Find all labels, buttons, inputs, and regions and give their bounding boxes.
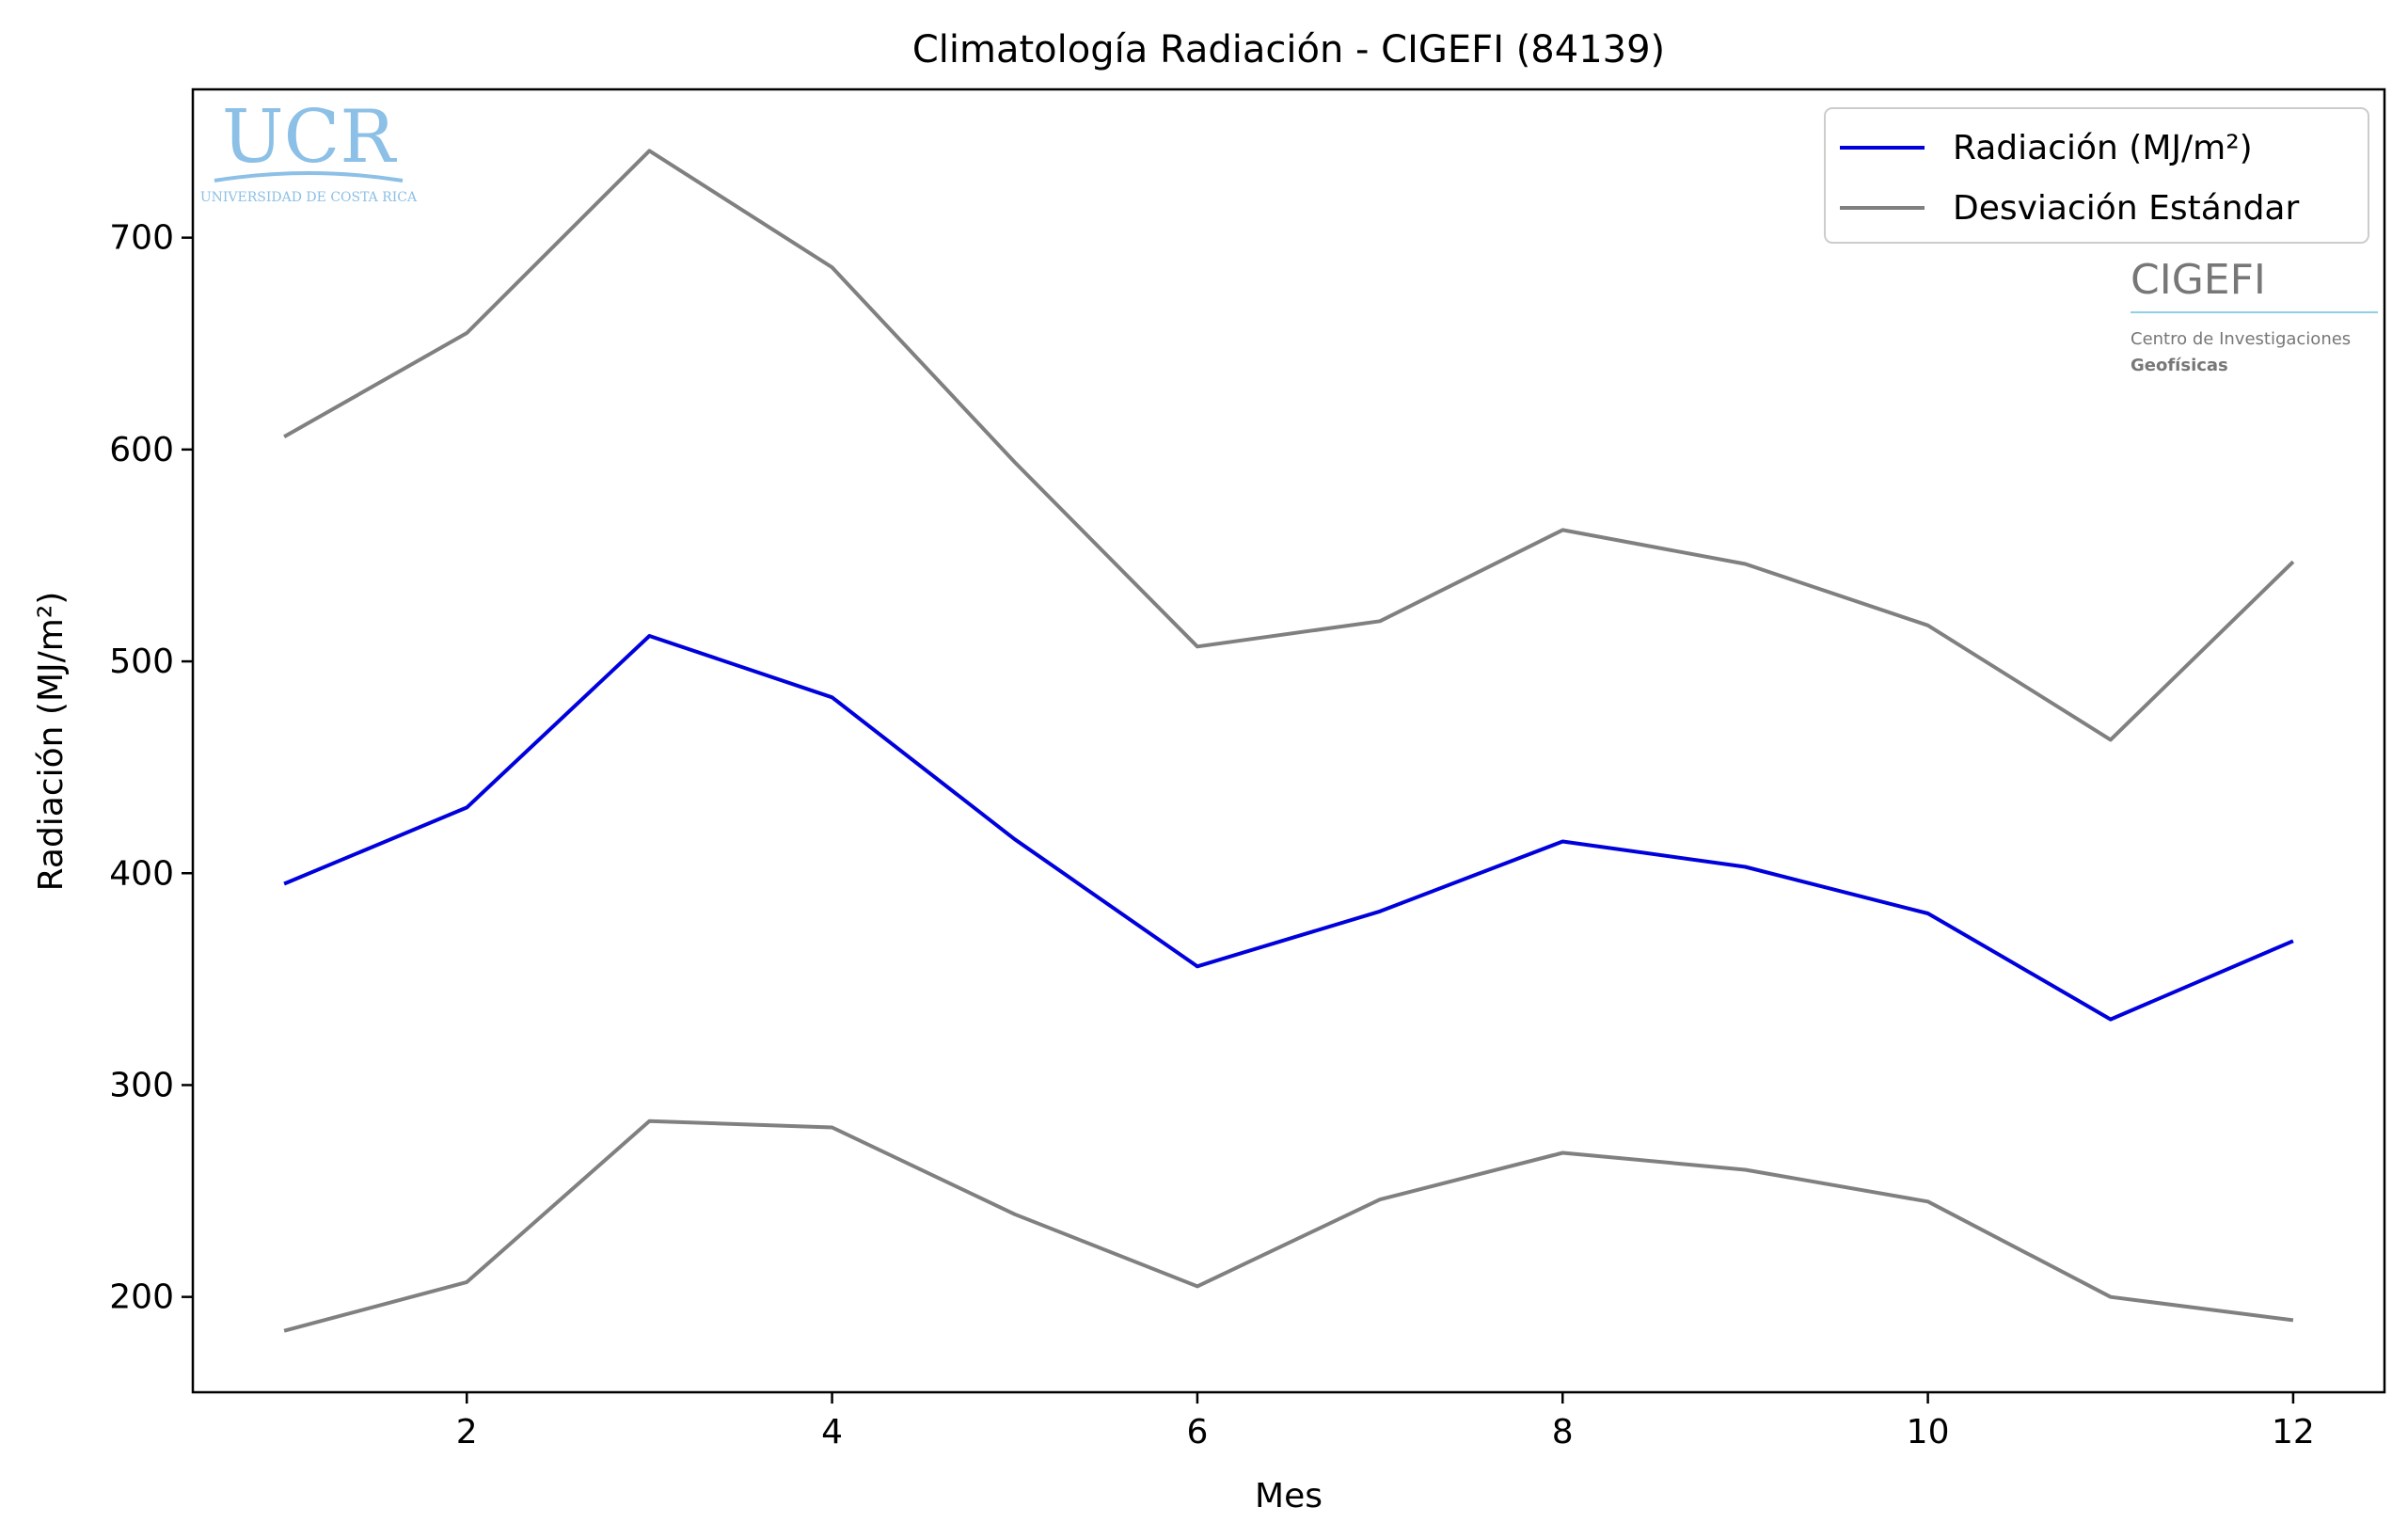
radiation-series-line <box>283 634 2294 1022</box>
cigefi-logo: CIGEFI Centro de Investigaciones Geofísi… <box>2131 256 2378 375</box>
ucr-logo: UCR UNIVERSIDAD DE COSTA RICA <box>200 95 418 205</box>
cigefi-logo-line1: Centro de Investigaciones <box>2131 329 2351 349</box>
ucr-logo-subtext: UNIVERSIDAD DE COSTA RICA <box>200 190 418 205</box>
y-tick-label: 400 <box>109 854 174 893</box>
cigefi-logo-line2: Geofísicas <box>2131 356 2228 375</box>
x-axis: 2 4 6 8 10 12 <box>456 1392 2315 1452</box>
std-lower-series-line <box>283 1119 2294 1333</box>
y-tick-label: 500 <box>109 643 174 681</box>
x-tick-label: 6 <box>1186 1413 1208 1452</box>
x-tick-label: 12 <box>2272 1413 2315 1452</box>
legend-label: Radiación (MJ/m²) <box>1953 129 2253 167</box>
y-axis: 200 300 400 500 600 700 <box>109 219 193 1317</box>
legend: Radiación (MJ/m²) Desviación Estándar <box>1824 107 2369 244</box>
x-tick-label: 8 <box>1552 1413 1574 1452</box>
y-tick-label: 200 <box>109 1278 174 1317</box>
series-lines <box>283 149 2295 1333</box>
x-tick-label: 10 <box>1907 1413 1950 1452</box>
plot-area <box>191 87 2386 1394</box>
legend-label: Desviación Estándar <box>1953 189 2299 228</box>
ucr-logo-text: UCR <box>222 95 397 180</box>
x-tick-label: 2 <box>456 1413 478 1452</box>
y-axis-label: Radiación (MJ/m²) <box>32 592 71 892</box>
x-axis-label: Mes <box>1255 1477 1323 1515</box>
plot-frame <box>191 87 2386 1394</box>
y-tick-label: 600 <box>109 431 174 469</box>
x-tick-label: 4 <box>821 1413 843 1452</box>
legend-box <box>1824 107 2369 244</box>
std-upper-series-line <box>283 149 2295 742</box>
ucr-logo-arc <box>214 171 404 182</box>
y-tick-label: 300 <box>109 1066 174 1104</box>
cigefi-logo-text: CIGEFI <box>2131 256 2266 304</box>
y-tick-label: 700 <box>109 219 174 258</box>
chart-title: Climatología Radiación - CIGEFI (84139) <box>912 28 1665 71</box>
